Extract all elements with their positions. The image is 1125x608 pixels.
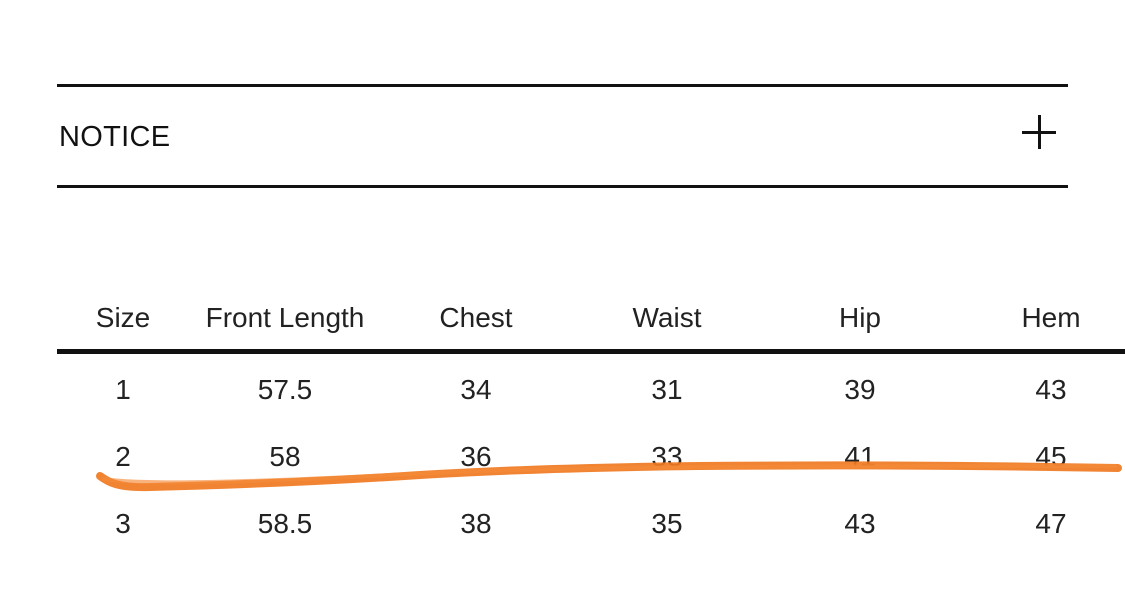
cell-size: 1 [115,374,131,405]
header-front-length: Front Length [205,302,365,333]
table-row: 2 58 36 33 41 45 [57,421,1125,488]
header-waist: Waist [632,302,702,333]
plus-icon-vertical-bar [1038,115,1041,149]
cell-waist: 35 [651,508,683,539]
cell-hem: 43 [1035,374,1067,405]
cell-chest: 38 [460,508,492,539]
cell-waist: 31 [651,374,683,405]
cell-size: 2 [115,441,131,472]
header-hem: Hem [1021,302,1081,333]
cell-front-length: 57.5 [257,374,313,405]
plus-icon[interactable] [1022,115,1056,149]
cell-hip: 39 [844,374,876,405]
header-hip: Hip [838,302,882,333]
cell-hem: 47 [1035,508,1067,539]
table-row: 1 57.5 34 31 39 43 [57,354,1125,421]
cell-waist: 33 [651,441,683,472]
header-size: Size [95,302,151,333]
notice-section[interactable]: NOTICE [57,84,1068,188]
table-row: 3 58.5 38 35 43 47 [57,488,1125,555]
cell-hip: 41 [844,441,876,472]
table-header-row: Size Front Length Chest Waist Hip Hem [57,290,1125,354]
cell-front-length: 58.5 [257,508,313,539]
header-chest: Chest [439,302,513,333]
cell-chest: 34 [460,374,492,405]
cell-chest: 36 [460,441,492,472]
size-table: Size Front Length Chest Waist Hip Hem 1 … [57,290,1125,555]
cell-hem: 45 [1035,441,1067,472]
notice-title: NOTICE [59,121,171,153]
cell-front-length: 58 [269,441,301,472]
cell-hip: 43 [844,508,876,539]
cell-size: 3 [115,508,131,539]
